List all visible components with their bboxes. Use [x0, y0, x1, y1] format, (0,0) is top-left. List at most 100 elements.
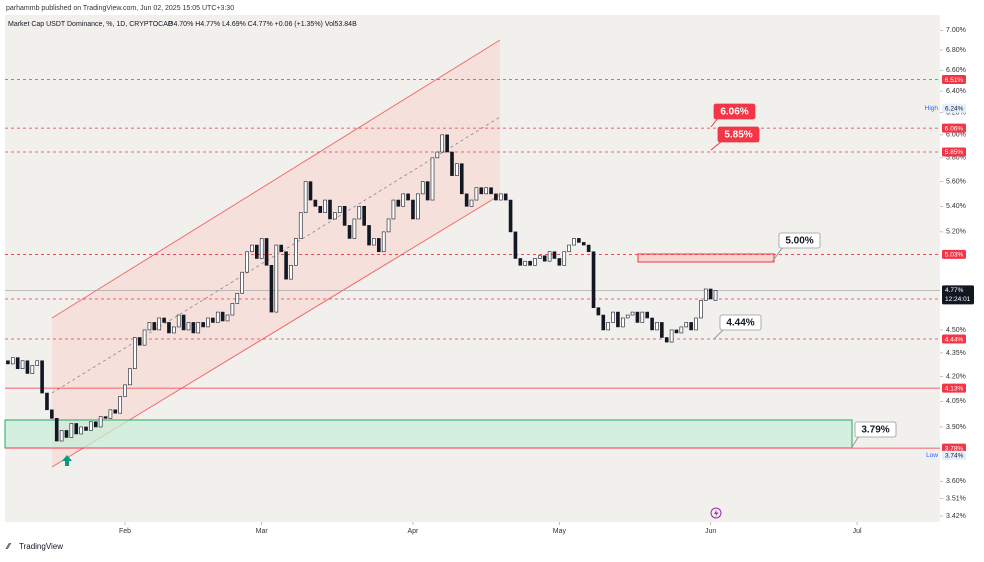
candle-body [142, 329, 147, 346]
candle-body [298, 212, 303, 239]
y-tick-label: 6.60% [946, 67, 966, 74]
candle-body [616, 311, 620, 328]
y-tick-label: 4.05% [946, 398, 966, 405]
candle-body [132, 337, 137, 369]
candle-body [147, 322, 152, 331]
y-tick-label: 3.42% [946, 513, 966, 520]
candle-body [245, 251, 249, 273]
candle-body [235, 292, 240, 304]
y-tick-label: 7.00% [946, 27, 966, 34]
event-icon[interactable] [710, 507, 722, 519]
candle-body [289, 265, 293, 280]
candle-body [650, 317, 654, 331]
last-price-tag [942, 285, 974, 305]
brand: TradingView [19, 542, 63, 551]
y-tick-label: 3.90% [946, 424, 966, 431]
candle-body [601, 314, 606, 331]
ohlc: O4.70% H4.77% L4.69% C4.77% +0.06 (+1.35… [168, 21, 357, 28]
low-tag [942, 450, 966, 460]
candle-body [347, 225, 352, 239]
candle-body [6, 360, 10, 365]
candle-body [45, 392, 49, 411]
price-line-label: 5.03% [945, 252, 964, 259]
callout-tail [710, 140, 723, 151]
x-tick-label: Jun [705, 528, 716, 535]
price-line-tag [942, 147, 966, 157]
axis-labels: 7.00% 6.80% 6.60% 6.40% 6.20% 6.00% 5.80% 5.60%… [119, 27, 974, 535]
candle-body [69, 423, 74, 438]
candle-body [552, 251, 557, 259]
candle-body [459, 163, 464, 195]
candle-body [318, 205, 323, 213]
callout-label: 5.00% [785, 236, 813, 247]
candle-body [35, 360, 40, 366]
candle-body [381, 231, 386, 253]
candle-body [328, 199, 332, 220]
candle-body [376, 238, 381, 253]
candle-body [10, 357, 15, 365]
candle-body [513, 231, 518, 259]
candle-body [401, 193, 406, 207]
candle-body [113, 409, 118, 414]
candle-body [533, 258, 537, 266]
candle-body [25, 360, 30, 374]
candle-body [503, 193, 508, 201]
y-tick-label: 5.60% [946, 178, 966, 185]
y-tick-label: 5.20% [946, 229, 966, 236]
symbol: Market Cap USDT Dominance, %, 1D, CRYPTO… [8, 21, 173, 28]
candle-body [586, 244, 591, 253]
candle-body [230, 303, 235, 316]
candle-body [557, 258, 562, 266]
callout-label: 5.85% [724, 130, 752, 141]
candle-body [79, 426, 83, 435]
candle-body [577, 238, 581, 243]
high-label: 6.24% [945, 105, 964, 112]
candle-body [660, 322, 664, 338]
candle-body [430, 157, 435, 201]
candle-body [323, 199, 327, 213]
price-axis [940, 15, 984, 522]
candle-body [240, 271, 244, 294]
candle-body [396, 199, 401, 207]
support-zone [4, 419, 853, 449]
x-tick-label: Mar [256, 528, 269, 535]
candle-body [542, 255, 547, 262]
candle-body [391, 199, 396, 220]
y-tick-label: 6.20% [946, 109, 966, 116]
price-line-tag [942, 443, 966, 453]
candle-body [703, 288, 708, 301]
callout-box [854, 421, 897, 438]
candle-body [372, 238, 376, 246]
candles [6, 134, 718, 442]
candle-body [93, 421, 98, 428]
candle-body [528, 260, 532, 266]
candle-body [269, 265, 274, 313]
price-line-label: 5.85% [945, 149, 964, 156]
candle-body [181, 314, 186, 331]
y-tick-label: 6.40% [946, 88, 966, 95]
price-line-tag [942, 383, 966, 393]
candle-body [152, 322, 157, 331]
candle-body [479, 187, 484, 195]
candle-body [225, 314, 230, 322]
callout-tail [851, 435, 860, 448]
candle-body [362, 205, 366, 226]
last-price-label: 4.77% [945, 287, 964, 294]
candle-body [694, 317, 698, 331]
candle-body [172, 326, 176, 334]
callout-label: 3.79% [861, 425, 889, 436]
price-line-label: 3.78% [945, 445, 964, 452]
candle-body [508, 199, 513, 233]
candle-body [64, 430, 69, 438]
candle-body [206, 317, 210, 328]
candle-body [137, 337, 142, 346]
price-line-label: 6.06% [945, 125, 964, 132]
candle-body [450, 151, 454, 176]
candle-body [611, 311, 615, 323]
candle-body [118, 396, 122, 414]
candle-body [176, 314, 181, 328]
y-tick-label: 4.35% [946, 350, 966, 357]
candle-body [186, 322, 191, 331]
candle-body [425, 181, 430, 201]
